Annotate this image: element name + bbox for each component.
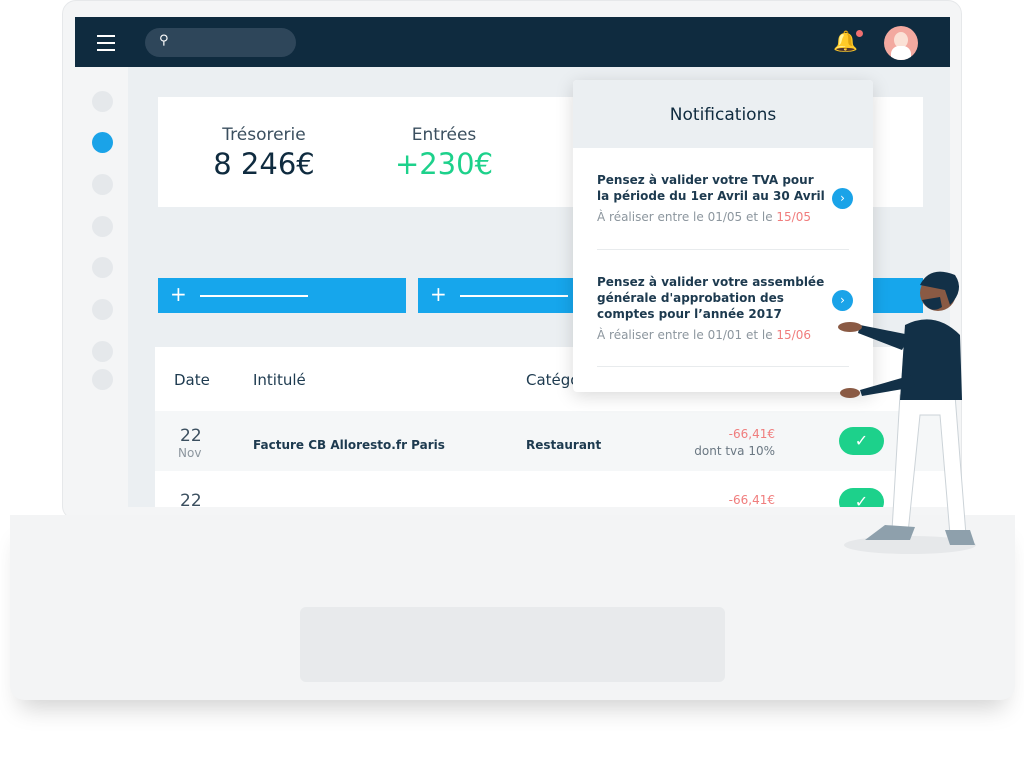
stat-entrees: Entrées +230€ [364,125,524,181]
due-prefix: À réaliser entre le 01/01 et le [597,328,777,342]
notification-item[interactable]: Pensez à valider votre TVA pour la pério… [597,172,853,224]
trackpad [300,607,725,682]
due-date: 15/05 [776,210,811,224]
stat-label: Entrées [411,125,477,145]
sidebar-item[interactable] [92,369,113,390]
notification-text: Pensez à valider votre assemblée général… [597,275,825,321]
transaction-vat: dont tva 10% [694,444,775,458]
sidebar-item[interactable] [92,174,113,195]
date-day: 22 [180,426,202,446]
notifications-title: Notifications [573,80,873,148]
avatar[interactable] [884,26,918,60]
search-icon: ⚲ [159,33,169,48]
sidebar-item[interactable] [92,257,113,278]
divider [597,366,849,367]
notification-due: À réaliser entre le 01/01 et le 15/06 [597,328,853,342]
validate-toggle[interactable]: ✓ [839,427,884,455]
sidebar-item[interactable] [92,299,113,320]
transaction-amount: -66,41€ [728,493,775,507]
date-month: Nov [178,446,202,460]
sidebar-item[interactable] [92,91,113,112]
person-illustration [838,271,976,554]
transaction-label: Facture CB Alloresto.fr Paris [253,438,445,452]
search-input[interactable]: ⚲ [145,28,296,57]
sidebar [75,67,128,507]
notifications-panel: Notifications Pensez à valider votre TVA… [573,80,873,392]
transaction-category: Restaurant [526,438,602,452]
plus-icon: + [430,282,447,306]
plus-icon: + [170,282,187,306]
sidebar-item-active[interactable] [92,132,113,153]
stat-value: 8 246€ [213,147,315,181]
table-row[interactable]: 22 Nov Facture CB Alloresto.fr Paris Res… [155,411,950,471]
chevron-right-icon[interactable]: › [832,188,853,209]
date-day: 22 [180,491,202,507]
notification-text: Pensez à valider votre TVA pour la pério… [597,173,825,203]
column-header-category: Catégo [526,371,580,389]
top-bar: ⚲ 🔔 [75,17,950,67]
stat-tresorerie: Trésorerie 8 246€ [184,125,344,181]
sidebar-item[interactable] [92,341,113,362]
notification-item[interactable]: Pensez à valider votre assemblée général… [597,274,853,342]
column-header-date: Date [174,371,210,389]
validate-toggle[interactable]: ✓ [839,488,884,507]
menu-icon[interactable] [97,35,115,56]
bell-icon[interactable]: 🔔 [833,29,858,53]
divider [597,249,849,250]
stat-value: +230€ [394,147,494,181]
notification-due: À réaliser entre le 01/05 et le 15/05 [597,210,853,224]
notification-badge [856,30,863,37]
transaction-amount: -66,41€ [728,427,775,441]
due-date: 15/06 [776,328,811,342]
column-header-label: Intitulé [253,371,306,389]
chevron-right-icon[interactable]: › [832,290,853,311]
stat-label: Trésorerie [222,125,306,145]
sidebar-item[interactable] [92,216,113,237]
due-prefix: À réaliser entre le 01/05 et le [597,210,777,224]
add-button[interactable]: + [158,278,406,313]
